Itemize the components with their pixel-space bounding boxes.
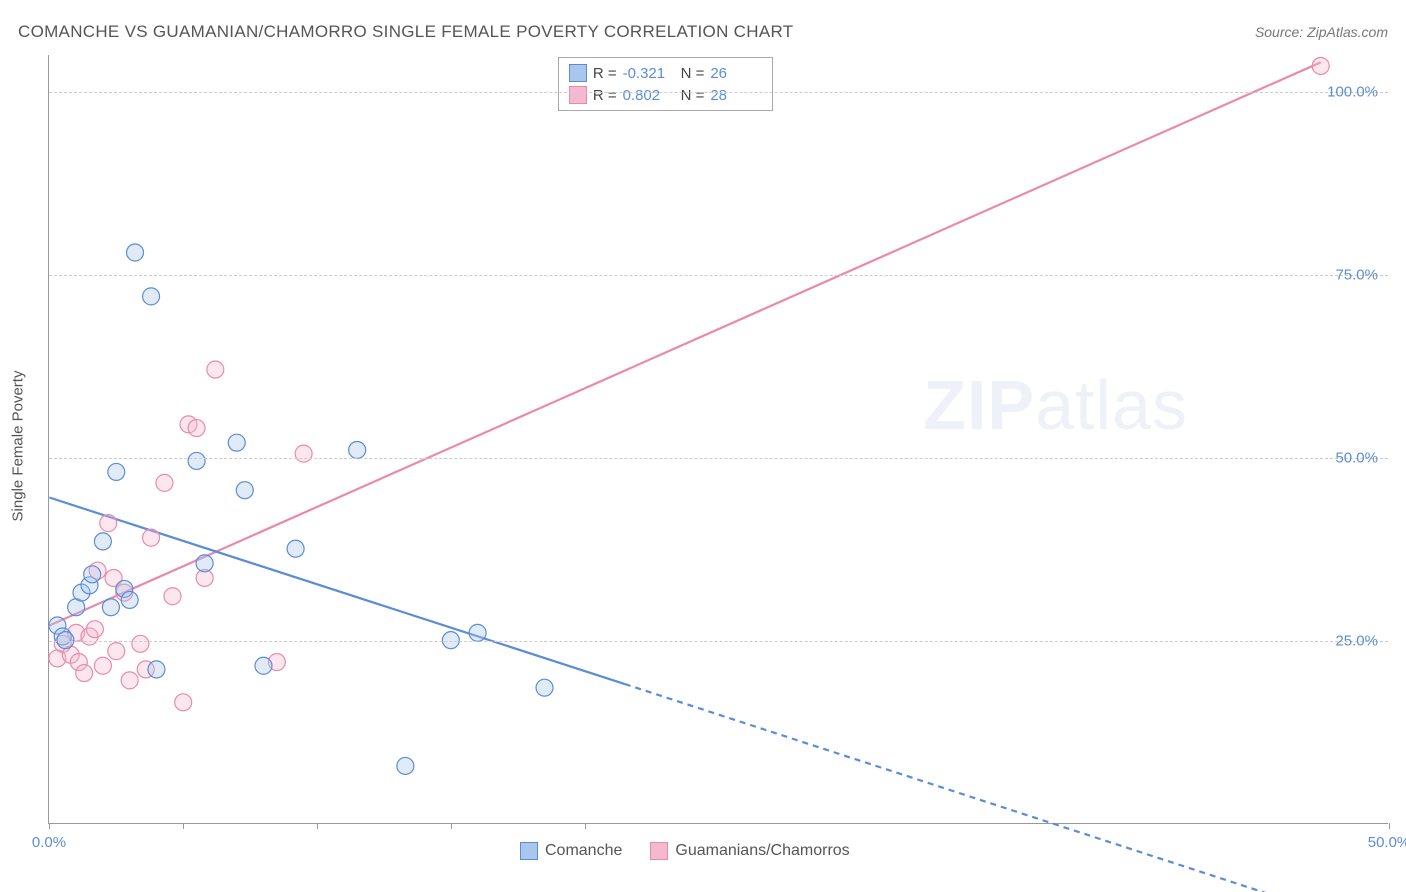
swatch-comanche — [569, 64, 587, 82]
chart-header: COMANCHE VS GUAMANIAN/CHAMORRO SINGLE FE… — [18, 22, 1388, 42]
ytick-label: 25.0% — [1335, 632, 1378, 649]
chart-source: Source: ZipAtlas.com — [1255, 24, 1388, 40]
legend-swatch-comanche — [520, 842, 538, 860]
swatch-guamanian — [569, 86, 587, 104]
plot-svg — [49, 55, 1388, 823]
stats-legend: R = -0.321 N = 26 R = 0.802 N = 28 — [558, 57, 774, 111]
stats-row-b: R = 0.802 N = 28 — [569, 84, 763, 106]
ytick-label: 50.0% — [1335, 449, 1378, 466]
xtick-label: 0.0% — [32, 834, 66, 851]
plot-area: ZIPatlas R = -0.321 N = 26 R = 0.802 N =… — [48, 55, 1388, 824]
ytick-label: 100.0% — [1327, 83, 1378, 100]
xtick-label: 50.0% — [1368, 834, 1406, 851]
legend-item-guamanian: Guamanians/Chamorros — [650, 842, 849, 860]
legend-item-comanche: Comanche — [520, 842, 622, 860]
stats-row-a: R = -0.321 N = 26 — [569, 62, 763, 84]
legend-swatch-guamanian — [650, 842, 668, 860]
chart-title: COMANCHE VS GUAMANIAN/CHAMORRO SINGLE FE… — [18, 22, 793, 42]
y-axis-label: Single Female Poverty — [10, 371, 27, 522]
series-legend: Comanche Guamanians/Chamorros — [520, 842, 850, 860]
ytick-label: 75.0% — [1335, 266, 1378, 283]
